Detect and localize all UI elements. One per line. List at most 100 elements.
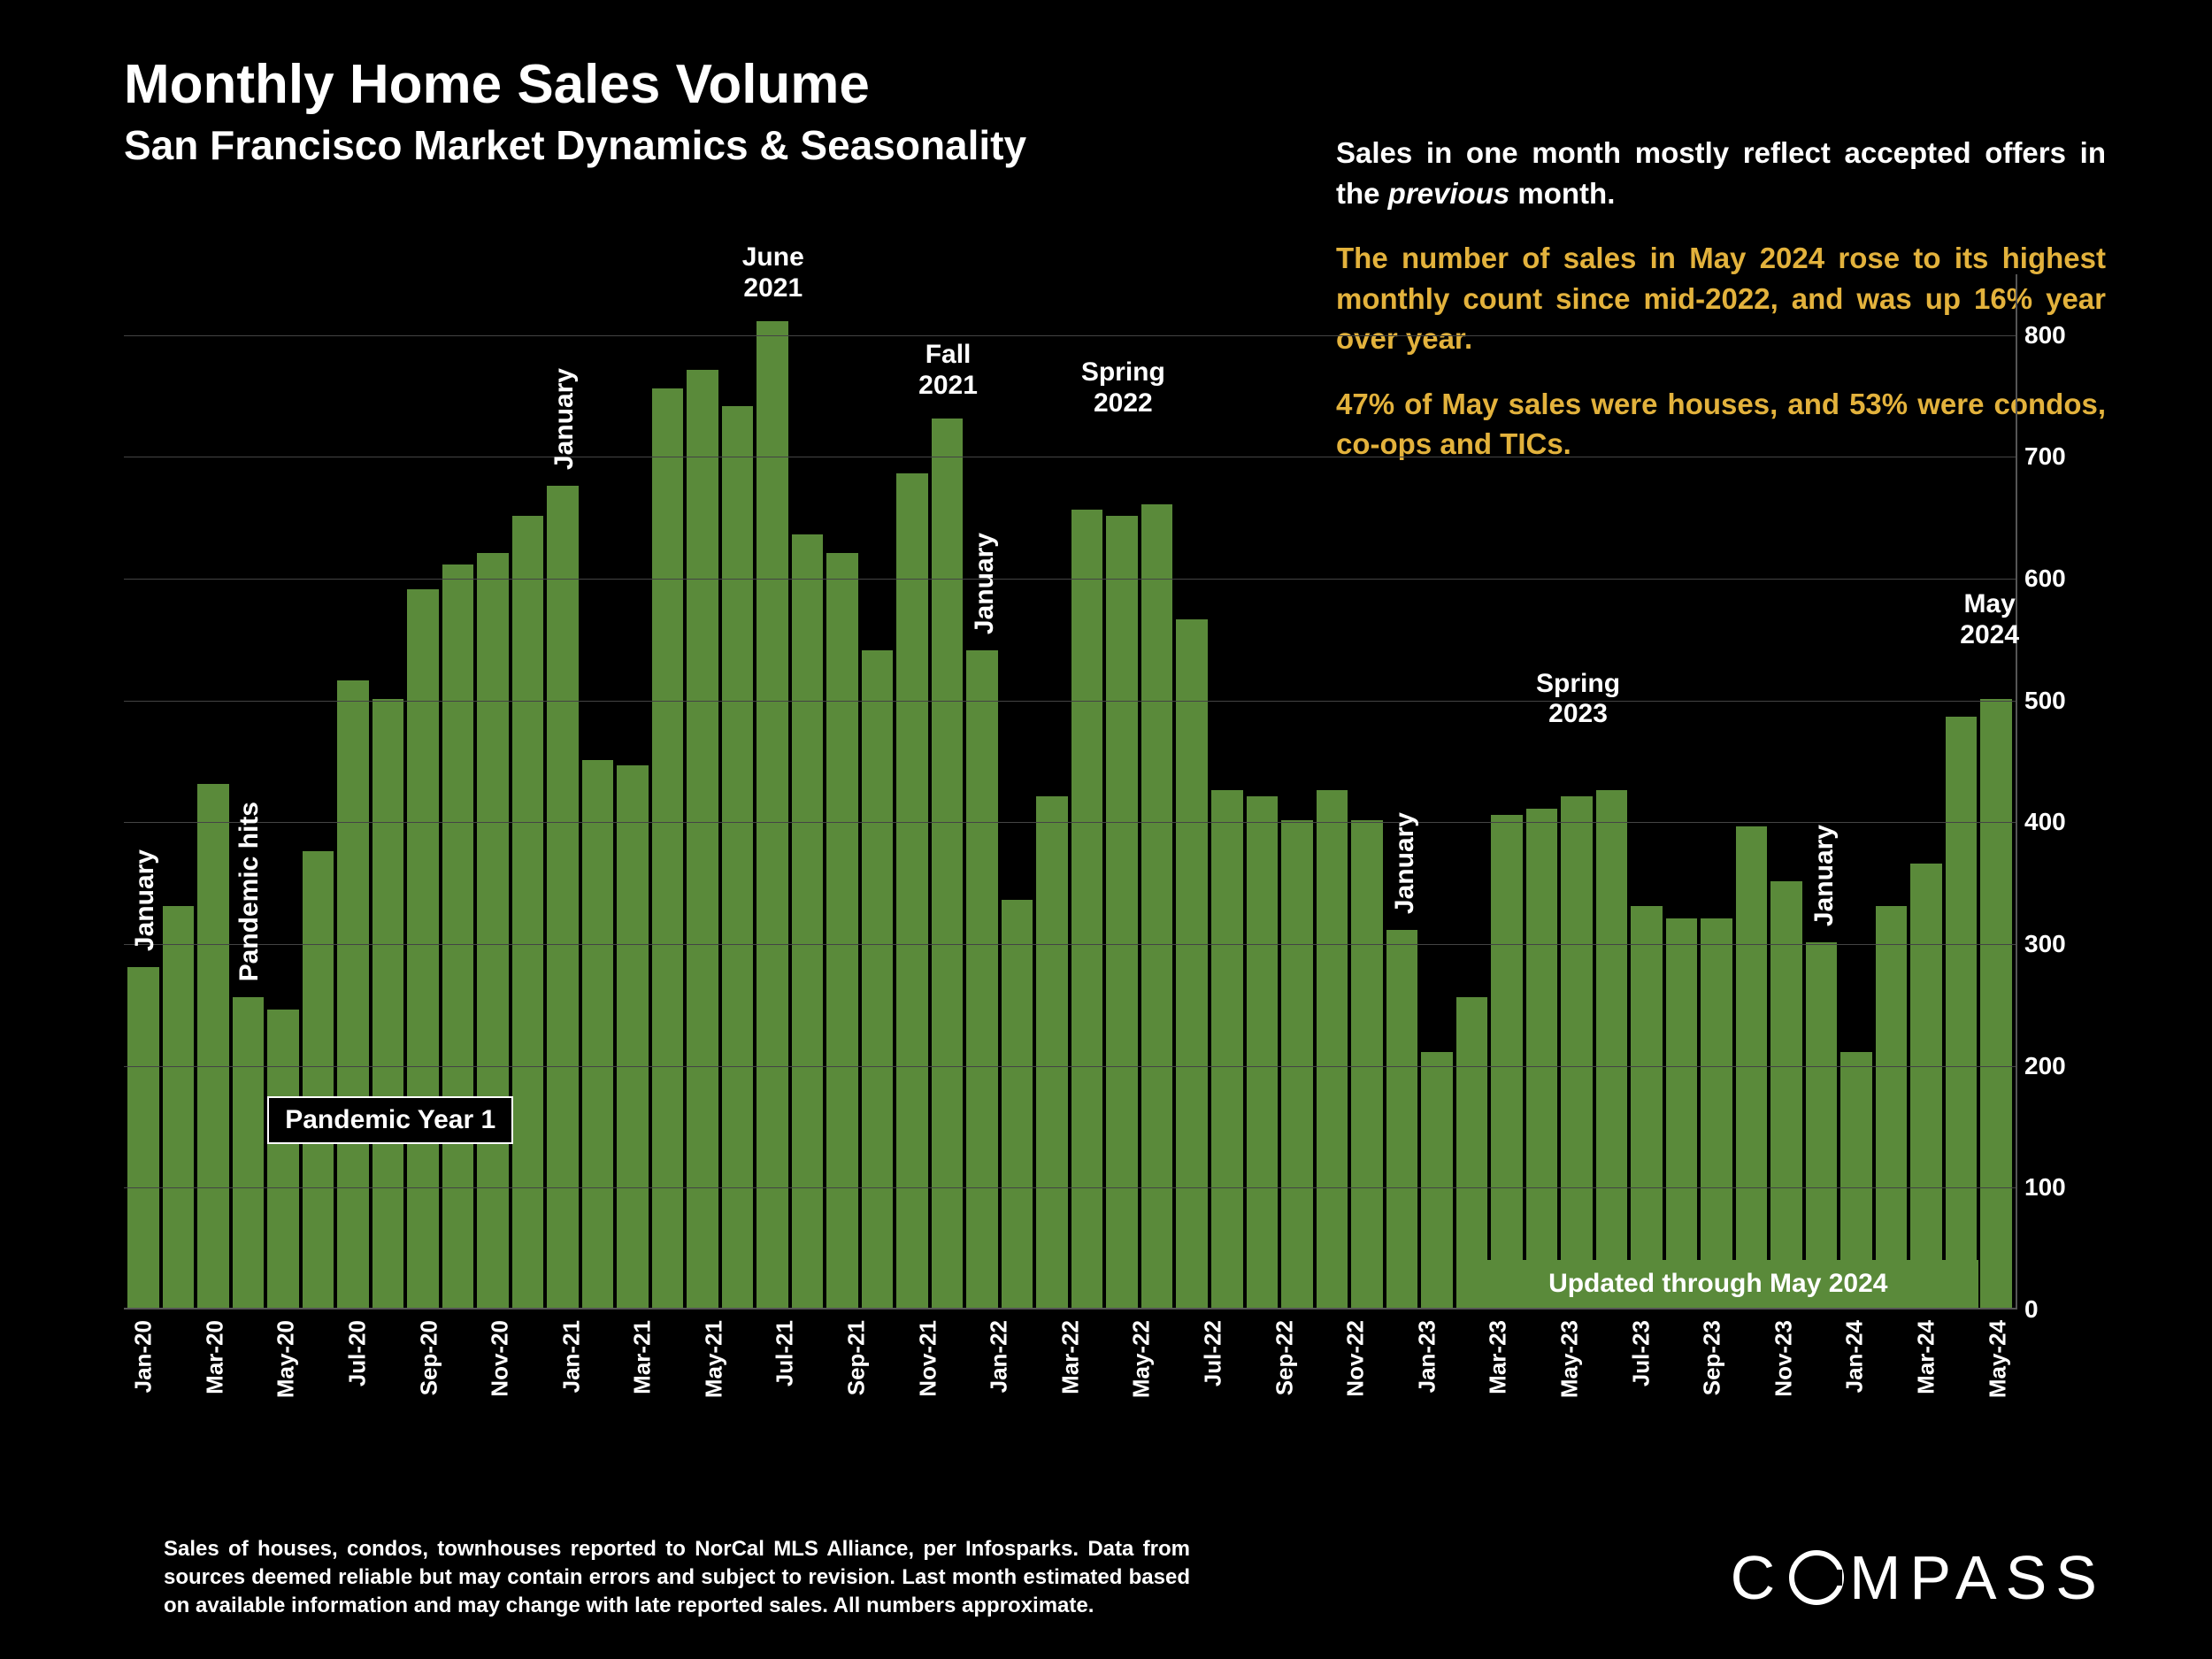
bar (1491, 815, 1523, 1308)
y-tick-label: 400 (2024, 808, 2078, 836)
x-tick-label: Jan-21 (557, 1320, 585, 1393)
bar (512, 516, 544, 1308)
bar (1002, 900, 1033, 1308)
bar (582, 760, 614, 1308)
x-tick-label: May-20 (273, 1320, 300, 1398)
footer-disclaimer: Sales of houses, condos, townhouses repo… (164, 1535, 1190, 1620)
bar (267, 1010, 299, 1308)
x-tick-label: Mar-22 (1056, 1320, 1084, 1394)
bar (1211, 790, 1243, 1308)
y-tick-label: 300 (2024, 930, 2078, 958)
bar (1281, 820, 1313, 1308)
gridline (124, 1066, 2016, 1067)
bar (1247, 796, 1279, 1308)
x-tick-label: May-22 (1128, 1320, 1156, 1398)
bar (373, 699, 404, 1308)
x-tick-label: Nov-20 (487, 1320, 514, 1397)
x-tick-label: Jan-24 (1841, 1320, 1869, 1393)
bar (652, 388, 684, 1308)
bar (163, 906, 195, 1308)
x-tick-label: Nov-21 (914, 1320, 941, 1397)
gridline (124, 579, 2016, 580)
chart-annotation: January (1390, 812, 1420, 914)
gridline (124, 335, 2016, 336)
bar (1036, 796, 1068, 1308)
x-tick-label: Jan-20 (130, 1320, 157, 1393)
bar (1106, 516, 1138, 1308)
bar (303, 851, 334, 1308)
y-tick-label: 600 (2024, 565, 2078, 593)
x-tick-label: Sep-23 (1699, 1320, 1726, 1395)
y-tick-label: 500 (2024, 687, 2078, 715)
gridline (124, 1187, 2016, 1188)
chart-annotation: Pandemic hits (234, 802, 265, 981)
x-tick-label: Sep-20 (415, 1320, 442, 1395)
compass-logo: CMPASS (1731, 1542, 2106, 1613)
bar (1317, 790, 1348, 1308)
commentary-p1: Sales in one month mostly reflect accept… (1336, 133, 2106, 213)
bar (127, 967, 159, 1308)
bar (233, 997, 265, 1308)
gridline (124, 701, 2016, 702)
bar (547, 486, 579, 1308)
bar (862, 650, 894, 1308)
gridline (124, 944, 2016, 945)
compass-logo-icon (1789, 1550, 1844, 1605)
bar (1176, 619, 1208, 1308)
bar (966, 650, 998, 1308)
bar (932, 419, 964, 1308)
x-tick-label: Sep-22 (1271, 1320, 1298, 1395)
y-tick-label: 700 (2024, 442, 2078, 471)
y-tick-label: 0 (2024, 1295, 2078, 1324)
x-tick-label: Sep-21 (843, 1320, 871, 1395)
bar (1770, 881, 1802, 1308)
x-tick-label: Mar-24 (1912, 1320, 1939, 1394)
bar (826, 553, 858, 1308)
sales-bar-chart: 0 100 200 300 400 500 600 700 800 January Pandemic… (124, 274, 2088, 1398)
bar (1806, 942, 1838, 1308)
page-title: Monthly Home Sales Volume (124, 53, 2141, 116)
gridline (124, 822, 2016, 823)
x-tick-label: Jul-22 (1200, 1320, 1227, 1386)
chart-annotation: January (970, 533, 1000, 634)
bar (477, 553, 509, 1308)
bar (1526, 809, 1558, 1308)
bar (1701, 918, 1732, 1308)
x-tick-label: Jul-20 (343, 1320, 371, 1386)
chart-annotation: June 2021 (711, 242, 835, 303)
bar (1666, 918, 1698, 1308)
x-tick-label: Jul-23 (1627, 1320, 1655, 1386)
bar (1421, 1052, 1453, 1308)
chart-annotation: January (130, 849, 160, 951)
x-tick-label: May-24 (1984, 1320, 2011, 1398)
chart-annotation: Spring 2023 (1517, 669, 1640, 730)
pandemic-year-label: Pandemic Year 1 (267, 1096, 513, 1144)
bar (687, 370, 718, 1308)
bar (1736, 826, 1768, 1308)
x-tick-label: Nov-22 (1342, 1320, 1370, 1397)
x-tick-label: May-23 (1556, 1320, 1584, 1398)
x-tick-label: Mar-23 (1485, 1320, 1512, 1394)
bar (617, 765, 649, 1308)
bar (1561, 796, 1593, 1308)
x-tick-label: Mar-21 (629, 1320, 657, 1394)
bar (1946, 717, 1978, 1308)
bar (792, 534, 824, 1308)
chart-annotation: January (1809, 825, 1839, 926)
bar (1980, 699, 2012, 1308)
updated-through-label: Updated through May 2024 (1457, 1260, 1978, 1308)
x-tick-label: Mar-20 (201, 1320, 228, 1394)
y-tick-label: 200 (2024, 1052, 2078, 1080)
bar (757, 321, 788, 1308)
chart-annotation: January (549, 368, 580, 470)
bar (896, 473, 928, 1308)
chart-annotation: Fall 2021 (887, 340, 1010, 401)
bar (1351, 820, 1383, 1308)
bar (442, 565, 474, 1308)
y-tick-label: 800 (2024, 321, 2078, 349)
x-tick-label: Jan-23 (1413, 1320, 1440, 1393)
y-tick-label: 100 (2024, 1173, 2078, 1202)
x-tick-label: Jan-22 (986, 1320, 1013, 1393)
bar (722, 406, 754, 1308)
x-tick-label: Nov-23 (1770, 1320, 1797, 1397)
